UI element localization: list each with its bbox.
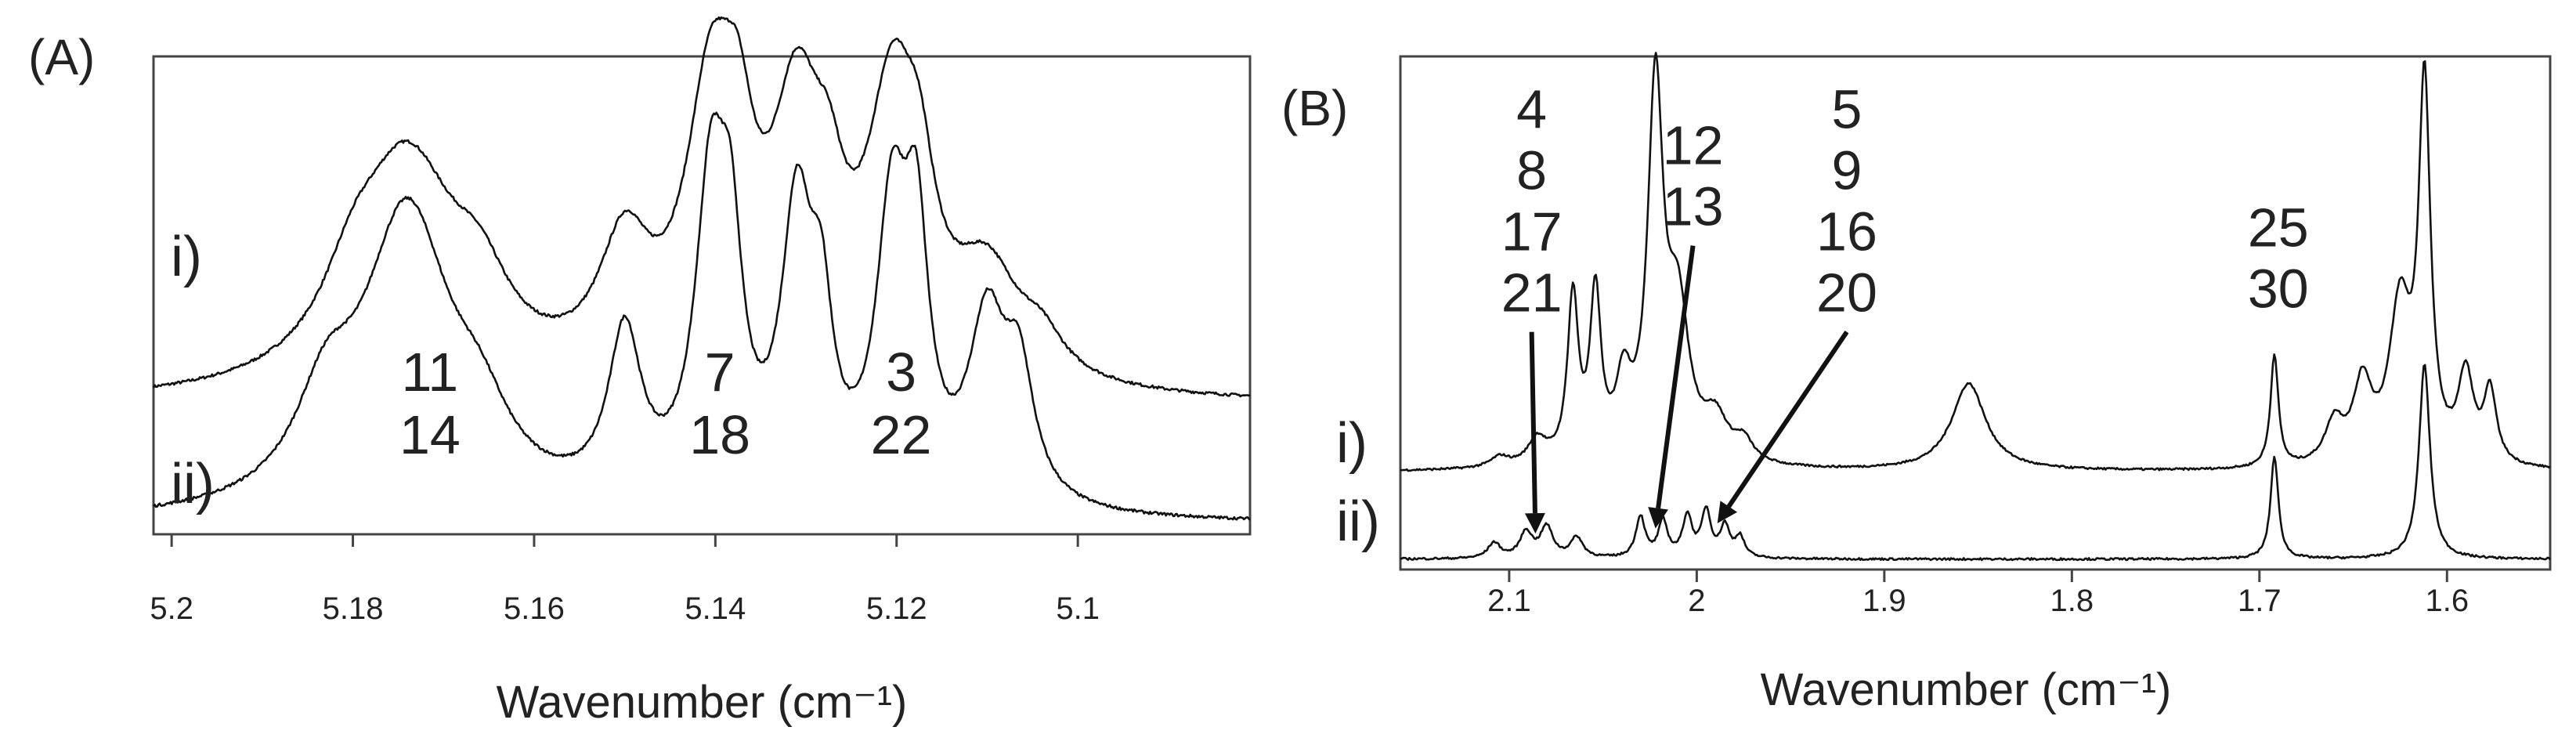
peak-annotation-label: 13 (1663, 176, 1724, 237)
panel-b-traces (1400, 52, 2552, 562)
x-tick-label: 5.1 (1056, 591, 1100, 626)
annotation-arrowhead (1648, 507, 1668, 529)
peak-annotation-label: 8 (1516, 140, 1547, 201)
panel-b-x-ticks: 2.1 2 1.9 1.8 1.7 1.6 (1487, 570, 2469, 618)
x-tick-label: 1.8 (2050, 584, 2094, 618)
peak-annotation-label: 9 (1831, 140, 1862, 201)
x-tick-label: 1.6 (2425, 584, 2469, 618)
x-tick-label: 5.14 (685, 591, 746, 626)
panel-a-x-axis-label: Wavenumber (cm⁻¹) (497, 677, 908, 728)
peak-annotation-label: 14 (399, 404, 461, 465)
peak-annotation-label: 18 (689, 404, 750, 465)
annotation-arrowhead (1524, 512, 1545, 534)
peak-annotation-label: 30 (2248, 258, 2309, 319)
peak-annotation-label: 17 (1501, 201, 1563, 262)
annotation-arrow (1726, 331, 1849, 508)
peak-annotation-label: 16 (1816, 201, 1877, 262)
panel-b-x-axis-label: Wavenumber (cm⁻¹) (1761, 664, 2172, 715)
x-tick-label: 2.1 (1487, 584, 1531, 618)
panel-a-x-ticks: 5.2 5.18 5.16 5.14 5.12 5.1 (150, 534, 1100, 626)
series-line-ii (1400, 363, 2552, 562)
peak-annotation-label: 5 (1831, 79, 1862, 140)
peak-annotation-label: 21 (1501, 262, 1563, 324)
peak-annotation-label: 22 (871, 404, 932, 465)
x-tick-label: 5.16 (504, 591, 565, 626)
x-tick-label: 5.12 (866, 591, 927, 626)
panel-b-label: (B) (1281, 80, 1348, 136)
peak-annotation-label: 7 (705, 342, 735, 403)
x-tick-label: 1.9 (1862, 584, 1906, 618)
peak-annotation-label: 4 (1516, 79, 1547, 140)
annotation-arrow (1529, 331, 1537, 514)
panel-a-plot-frame (152, 55, 1252, 536)
panel-a-label: (A) (28, 29, 95, 85)
peak-annotation-label: 3 (886, 342, 916, 403)
x-tick-label: 5.18 (323, 591, 384, 626)
panel-a-traces (152, 16, 1251, 521)
panel-b-trace-label-ii: ii) (1336, 490, 1380, 553)
peak-annotation-label: 25 (2248, 197, 2309, 258)
panel-a-trace-label-i: i) (171, 226, 202, 288)
x-tick-label: 2 (1688, 584, 1705, 618)
x-tick-label: 1.7 (2238, 584, 2282, 618)
panel-b-trace-label-i: i) (1336, 412, 1367, 475)
peak-annotation-label: 12 (1663, 115, 1724, 176)
annotation-arrowhead (1717, 501, 1738, 524)
series-line-ii (152, 111, 1251, 521)
peak-annotation-label: 20 (1816, 262, 1877, 324)
annotation-arrow (1656, 245, 1696, 509)
x-tick-label: 5.2 (150, 591, 193, 626)
panel-b-plot-frame (1399, 55, 2552, 571)
series-line-i (152, 16, 1251, 398)
peak-annotation-label: 11 (402, 342, 459, 403)
series-line-i (1400, 52, 2551, 472)
panel-a-trace-label-ii: ii) (171, 453, 215, 515)
